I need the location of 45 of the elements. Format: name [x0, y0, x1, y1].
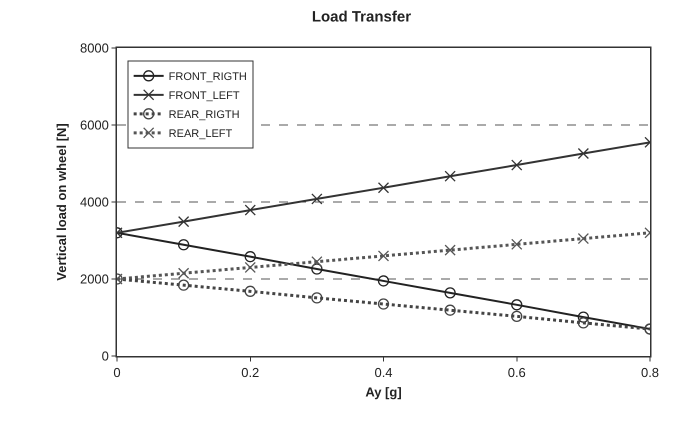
y-tick-label: 0 [102, 348, 109, 364]
point [378, 298, 390, 310]
point [511, 159, 522, 171]
point [444, 287, 456, 299]
legend-label: REAR_LEFT [168, 128, 233, 140]
point [378, 275, 390, 287]
x-tick-label: 0.2 [241, 365, 260, 380]
legend-label: REAR_RIGTH [168, 109, 240, 122]
point [178, 268, 190, 279]
point [244, 251, 256, 262]
point [444, 244, 456, 256]
point [578, 232, 590, 244]
y-tick-label: 2000 [80, 272, 109, 287]
point [311, 256, 323, 268]
y-tick-label: 8000 [80, 40, 109, 56]
point [511, 238, 522, 250]
point [244, 262, 256, 274]
legend-label: FRONT_LEFT [168, 90, 240, 102]
x-tick-label: 0 [113, 365, 121, 380]
point [178, 239, 190, 250]
point [244, 286, 256, 297]
y-tick-label: 6000 [80, 118, 109, 133]
point [311, 292, 323, 304]
x-tick-label: 0.6 [508, 365, 526, 380]
point [311, 263, 323, 275]
x-axis-title: Ay [g] [365, 384, 402, 400]
point [311, 193, 323, 205]
point [244, 204, 256, 216]
x-tick-label: 0.8 [640, 365, 660, 380]
x-tick-label: 0.4 [374, 365, 393, 380]
y-tick-label: 4000 [80, 194, 109, 210]
point [444, 170, 456, 182]
point [444, 304, 456, 316]
legend-label: FRONT_RIGTH [168, 71, 247, 84]
point [578, 311, 590, 323]
y-axis-title: Vertical load on wheel [N] [54, 123, 70, 281]
chart-title: Load Transfer [312, 8, 412, 26]
point [378, 250, 390, 262]
point [511, 299, 522, 310]
point [511, 310, 522, 322]
point [378, 182, 390, 194]
point [178, 216, 190, 228]
point [578, 317, 590, 329]
point [578, 148, 590, 160]
point [178, 280, 190, 291]
